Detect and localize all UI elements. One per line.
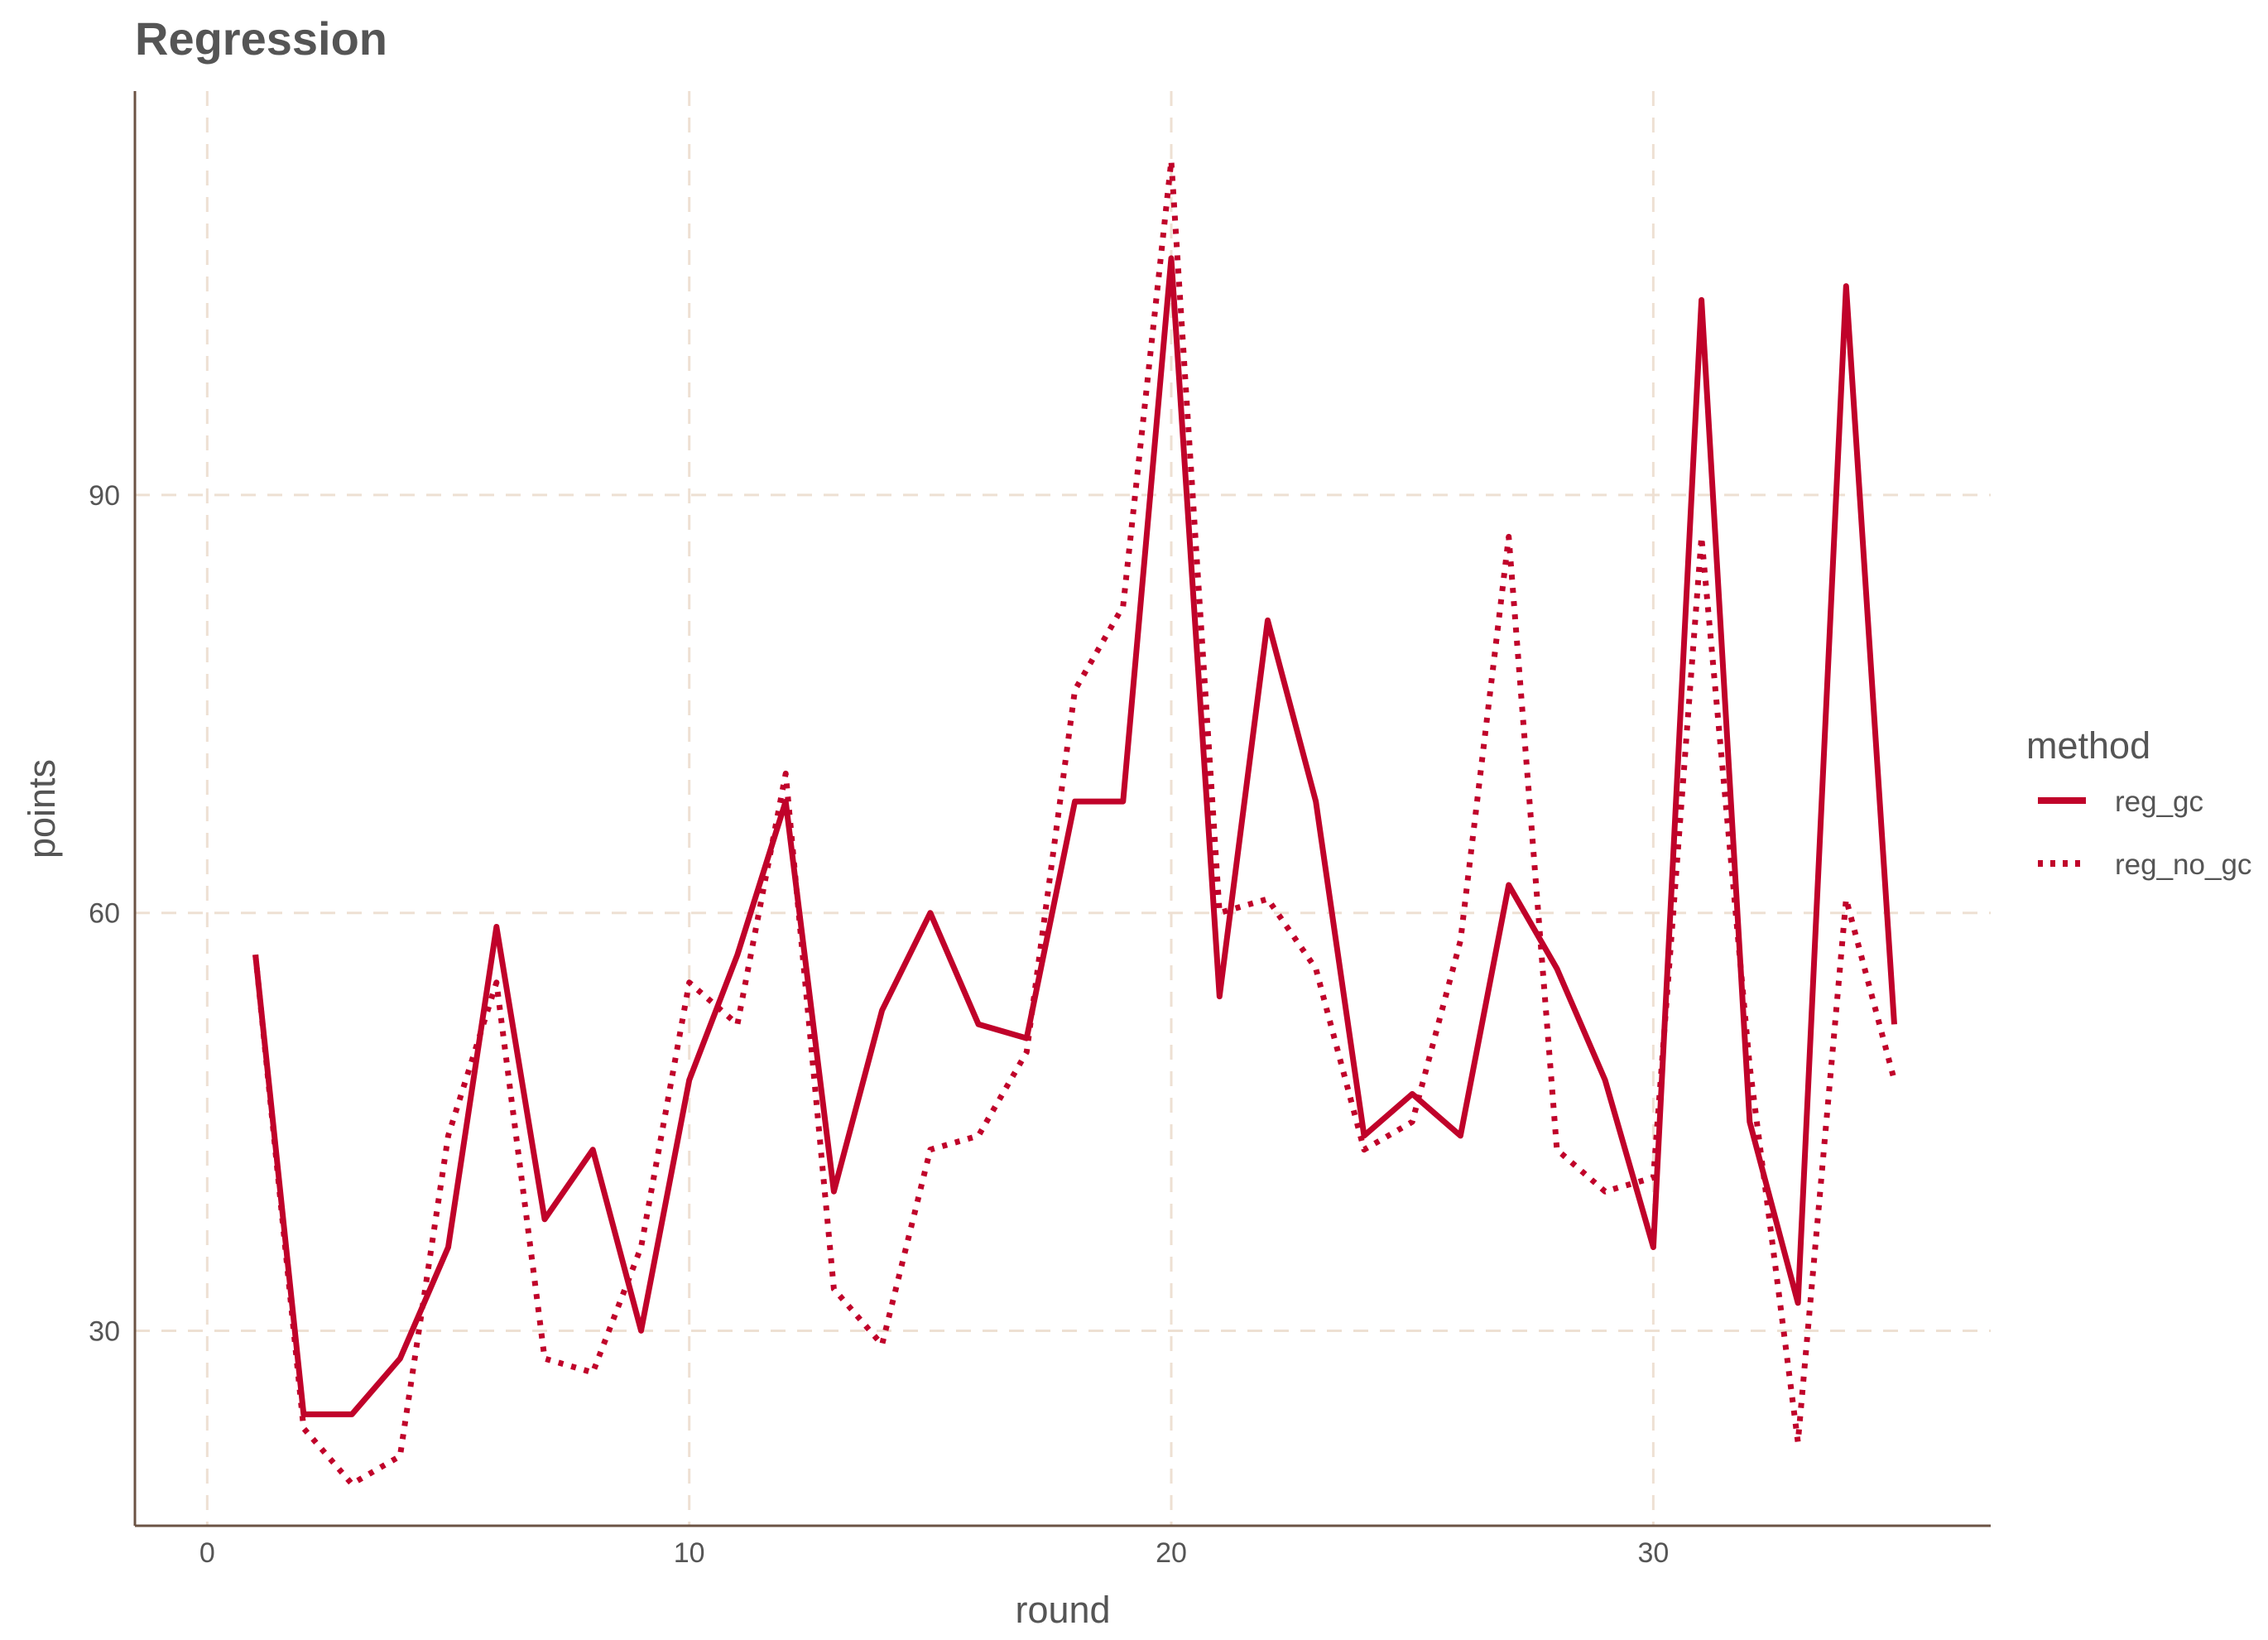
legend-label-reg-gc: reg_gc	[2115, 786, 2203, 818]
legend-title: method	[2026, 724, 2150, 767]
grid-lines	[135, 91, 1991, 1526]
legend: method reg_gc reg_no_gc	[2026, 724, 2251, 881]
chart-title: Regression	[135, 12, 387, 65]
series-lines	[252, 157, 1897, 1487]
legend-item-reg-gc: reg_gc	[2038, 786, 2203, 818]
series-line-reg-no-gc	[252, 157, 1897, 1487]
x-tick-label-10: 10	[674, 1537, 705, 1569]
y-tick-label-60: 60	[89, 898, 120, 930]
axes	[133, 91, 1991, 1527]
y-tick-labels: 30 60 90	[89, 480, 120, 1348]
y-tick-label-90: 90	[89, 480, 120, 512]
legend-label-reg-no-gc: reg_no_gc	[2115, 849, 2251, 881]
legend-item-reg-no-gc: reg_no_gc	[2038, 849, 2251, 881]
y-axis-title: points	[21, 759, 63, 858]
x-tick-label-20: 20	[1156, 1537, 1187, 1569]
x-tick-labels: 0 10 20 30	[199, 1537, 1669, 1569]
series-line-reg-gc	[252, 255, 1897, 1417]
x-axis-title: round	[1015, 1589, 1110, 1631]
x-tick-label-0: 0	[199, 1537, 215, 1569]
y-tick-label-30: 30	[89, 1315, 120, 1347]
x-tick-label-30: 30	[1637, 1537, 1669, 1569]
